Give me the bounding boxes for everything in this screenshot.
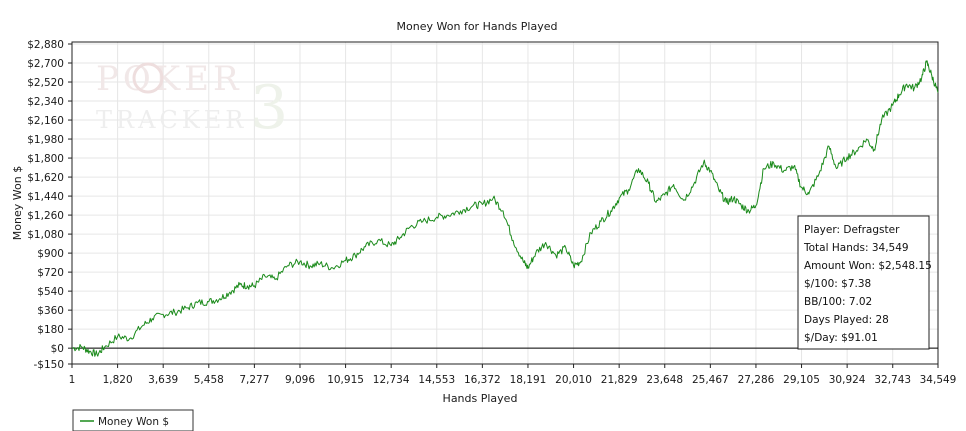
info-dollars-per-day: $/Day: $91.01 bbox=[804, 332, 878, 344]
x-tick-label: 34,549 bbox=[920, 374, 957, 386]
y-tick-label: -$150 bbox=[33, 359, 64, 371]
x-tick-label: 32,743 bbox=[874, 374, 911, 386]
y-tick-label: $180 bbox=[37, 324, 64, 336]
y-tick-label: $2,880 bbox=[27, 39, 64, 51]
y-tick-label: $2,340 bbox=[27, 96, 64, 108]
pokertracker-watermark-logo: POKER TRACKER 3 bbox=[96, 59, 288, 143]
player-stats-box: Player: Defragster Total Hands: 34,549 A… bbox=[797, 215, 932, 350]
y-tick-label: $2,520 bbox=[27, 77, 64, 89]
svg-text:3: 3 bbox=[250, 73, 288, 143]
info-dollars-per-100: $/100: $7.38 bbox=[804, 278, 871, 290]
y-axis-label: Money Won $ bbox=[11, 166, 24, 240]
info-player: Player: Defragster bbox=[804, 224, 900, 236]
plot-area bbox=[71, 41, 939, 365]
y-tick-label: $720 bbox=[37, 267, 64, 279]
series-line-money-won bbox=[71, 60, 939, 357]
y-tick-label: $1,980 bbox=[27, 134, 64, 146]
svg-text:POKER: POKER bbox=[96, 59, 243, 99]
info-days-played: Days Played: 28 bbox=[804, 314, 889, 326]
y-tick-label: $1,440 bbox=[27, 191, 64, 203]
y-tick-label: $1,080 bbox=[27, 229, 64, 241]
y-tick-label: $540 bbox=[37, 286, 64, 298]
y-tick-label: $1,260 bbox=[27, 210, 64, 222]
x-tick-label: 20,010 bbox=[555, 374, 592, 386]
x-tick-label: 1 bbox=[69, 374, 76, 386]
x-axis-label: Hands Played bbox=[443, 392, 518, 405]
x-tick-label: 5,458 bbox=[194, 374, 224, 386]
y-tick-label: $1,800 bbox=[27, 153, 64, 165]
y-tick-label: $2,700 bbox=[27, 58, 64, 70]
x-tick-label: 3,639 bbox=[148, 374, 178, 386]
x-tick-label: 23,648 bbox=[646, 374, 683, 386]
x-tick-label: 1,820 bbox=[103, 374, 133, 386]
info-amount-won: Amount Won: $2,548.15 bbox=[804, 260, 932, 272]
info-total-hands: Total Hands: 34,549 bbox=[803, 242, 909, 254]
x-tick-label: 16,372 bbox=[464, 374, 501, 386]
x-axis: 1 1,820 3,639 5,458 7,277 9,096 10,915 12,734 14… bbox=[69, 364, 957, 386]
x-tick-label: 30,924 bbox=[829, 374, 866, 386]
x-tick-label: 12,734 bbox=[373, 374, 410, 386]
x-tick-label: 18,191 bbox=[510, 374, 547, 386]
y-tick-label: $1,620 bbox=[27, 172, 64, 184]
x-tick-label: 21,829 bbox=[601, 374, 638, 386]
y-tick-label: $2,160 bbox=[27, 115, 64, 127]
x-tick-label: 29,105 bbox=[783, 374, 820, 386]
y-tick-label: $0 bbox=[51, 343, 64, 355]
y-axis: -$150 $0 $180 $360 $540 $720 $900 $1,080 $1,260 $… bbox=[27, 39, 72, 371]
y-tick-label: $360 bbox=[37, 305, 64, 317]
x-tick-label: 25,467 bbox=[692, 374, 729, 386]
y-tick-label: $900 bbox=[37, 248, 64, 260]
info-bb-per-100: BB/100: 7.02 bbox=[804, 296, 872, 308]
x-tick-label: 7,277 bbox=[239, 374, 269, 386]
legend[interactable]: Money Won $ bbox=[72, 409, 194, 431]
svg-text:TRACKER: TRACKER bbox=[96, 106, 247, 134]
x-tick-label: 14,553 bbox=[418, 374, 455, 386]
x-tick-label: 9,096 bbox=[285, 374, 315, 386]
x-tick-label: 27,286 bbox=[738, 374, 775, 386]
chart-title: Money Won for Hands Played bbox=[397, 20, 558, 33]
legend-entry-money-won: Money Won $ bbox=[98, 416, 169, 428]
x-tick-label: 10,915 bbox=[327, 374, 364, 386]
